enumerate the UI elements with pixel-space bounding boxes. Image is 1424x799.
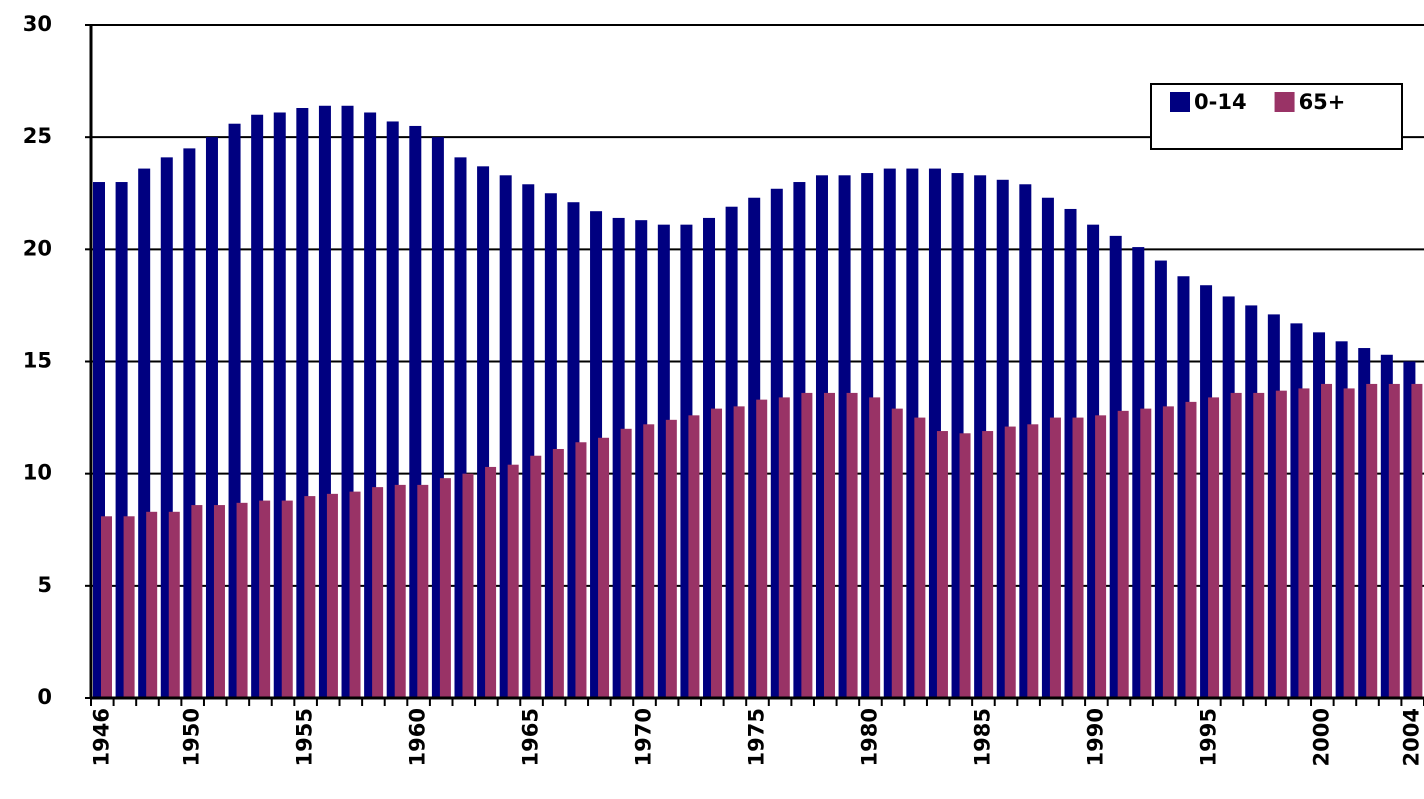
bar — [439, 478, 451, 698]
bar — [711, 408, 723, 698]
y-tick-label: 30 — [23, 12, 52, 36]
x-tick-label: 1995 — [1196, 708, 1220, 766]
bar — [778, 397, 790, 698]
bar — [236, 502, 248, 698]
bar — [914, 417, 926, 698]
bar — [756, 399, 768, 698]
bar — [891, 408, 903, 698]
bar — [801, 392, 813, 698]
bar — [936, 431, 948, 698]
bar — [643, 424, 655, 698]
bar — [1275, 390, 1287, 698]
bar — [1388, 383, 1400, 698]
x-tick-label: 1990 — [1083, 708, 1107, 766]
x-tick-label: 1965 — [519, 708, 543, 766]
bar — [168, 511, 180, 698]
bar — [101, 516, 112, 698]
bar — [417, 484, 429, 698]
bar — [349, 491, 361, 698]
x-tick-label: 1975 — [745, 708, 769, 766]
bar — [1027, 424, 1039, 698]
x-tick-label: 2004 — [1400, 708, 1424, 766]
bar — [507, 464, 519, 698]
legend-label: 0-14 — [1194, 90, 1247, 114]
bar — [733, 406, 745, 698]
bar — [1004, 426, 1016, 698]
bar — [485, 466, 497, 698]
legend-label: 65+ — [1299, 90, 1346, 114]
y-tick-label: 15 — [23, 349, 52, 373]
bar — [1162, 406, 1174, 698]
bar — [146, 511, 158, 698]
bar — [1117, 410, 1129, 698]
y-tick-label: 25 — [23, 124, 52, 148]
bar — [326, 493, 338, 698]
legend: 0-14 65+ — [1150, 83, 1403, 150]
x-tick-label: 1950 — [180, 708, 204, 766]
x-tick-label: 2000 — [1309, 708, 1333, 766]
x-tick-label: 1955 — [293, 708, 317, 766]
x-tick-label: 1985 — [970, 708, 994, 766]
x-tick-label: 1980 — [857, 708, 881, 766]
bar — [1072, 417, 1084, 698]
bar — [259, 500, 271, 698]
bar — [1230, 392, 1242, 698]
bar — [123, 516, 135, 698]
x-tick-label: 1946 — [89, 708, 113, 766]
bar — [1049, 417, 1061, 698]
x-tick-label: 1970 — [632, 708, 656, 766]
bar — [213, 505, 225, 698]
bar — [394, 484, 406, 698]
bar — [1366, 383, 1378, 698]
bar — [598, 437, 610, 698]
bar — [665, 419, 677, 698]
bar — [620, 428, 632, 698]
x-tick-label: 1960 — [406, 708, 430, 766]
bar — [1321, 383, 1333, 698]
bar — [869, 397, 881, 698]
bar — [846, 392, 858, 698]
bar — [1140, 408, 1152, 698]
legend-swatch — [1170, 92, 1190, 112]
bar — [688, 415, 700, 698]
bar — [1411, 383, 1423, 698]
bar — [462, 473, 474, 698]
bar — [575, 442, 587, 698]
bar — [1253, 392, 1265, 698]
bar — [191, 505, 203, 698]
bar — [1185, 401, 1197, 698]
y-tick-label: 10 — [23, 461, 52, 485]
bar — [281, 500, 293, 698]
bar — [1095, 415, 1107, 698]
y-tick-label: 20 — [23, 236, 52, 260]
bar — [304, 496, 316, 698]
legend-swatch — [1274, 92, 1295, 112]
y-tick-label: 5 — [37, 573, 52, 597]
bar — [823, 392, 835, 698]
bar — [251, 114, 264, 698]
bar — [530, 455, 542, 698]
y-tick-label: 0 — [37, 685, 52, 709]
bar — [552, 448, 564, 698]
bar — [1343, 388, 1355, 698]
bar — [372, 487, 384, 698]
bar — [982, 431, 994, 698]
bar — [1208, 397, 1220, 698]
bar — [1298, 388, 1310, 698]
bar — [959, 433, 971, 698]
